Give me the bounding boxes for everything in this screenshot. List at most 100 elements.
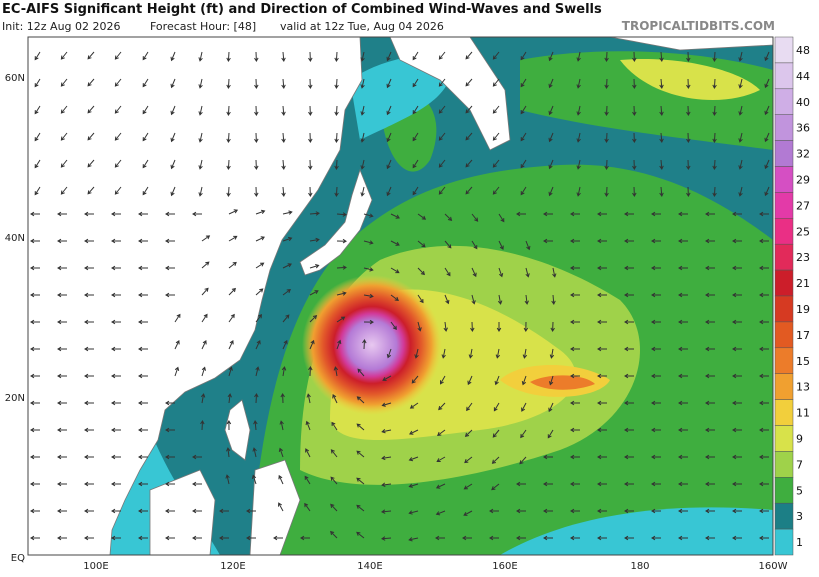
wave-arrow <box>282 314 290 323</box>
wave-arrow <box>570 292 580 298</box>
wave-arrow <box>632 105 637 116</box>
wave-arrow <box>549 348 555 359</box>
lon-label: 160E <box>492 561 517 572</box>
wave-arrow <box>228 235 238 242</box>
wave-arrow <box>192 535 202 541</box>
wave-arrow <box>465 78 473 87</box>
colorbar-swatch <box>774 425 794 452</box>
wave-arrow <box>87 159 95 168</box>
wave-arrow <box>624 238 634 244</box>
wave-arrow <box>686 105 691 116</box>
wave-arrow <box>548 159 554 170</box>
wave-arrow <box>34 51 41 61</box>
wave-arrow <box>624 346 634 352</box>
map-frame <box>27 36 774 556</box>
wave-arrow <box>30 265 40 271</box>
wave-arrow <box>309 315 318 323</box>
lon-label: 140E <box>357 561 382 572</box>
wave-arrow <box>759 508 769 514</box>
wave-arrow <box>228 340 234 350</box>
colorbar-label: 32 <box>796 148 810 161</box>
wave-arrow <box>198 105 203 116</box>
wave-arrow <box>624 292 634 298</box>
wave-arrow <box>356 504 365 512</box>
wave-arrow <box>30 481 40 487</box>
wave-arrow <box>330 449 338 458</box>
wave-arrow <box>60 159 68 168</box>
wave-arrow <box>408 456 419 462</box>
wave-arrow <box>521 375 527 386</box>
colorbar-swatch <box>774 321 794 349</box>
wave-arrow <box>334 78 339 89</box>
wave-arrow <box>495 348 501 359</box>
wave-arrow <box>142 186 149 196</box>
wave-arrow <box>520 51 527 61</box>
wave-arrow <box>390 294 399 301</box>
wave-arrow <box>705 346 715 352</box>
wave-arrow <box>632 186 637 197</box>
wave-arrow <box>604 186 609 197</box>
wave-arrow <box>60 132 68 141</box>
colorbar-label: 48 <box>796 44 810 57</box>
wave-arrow <box>651 292 661 298</box>
wave-arrow <box>390 321 397 330</box>
wave-arrow <box>464 456 473 464</box>
wave-arrow <box>30 373 40 379</box>
wave-arrow <box>363 240 374 245</box>
wave-arrow <box>712 132 717 143</box>
colorbar-swatch <box>774 88 794 115</box>
forecast-hour: Forecast Hour: [48] <box>150 20 256 33</box>
wave-arrow <box>282 263 292 269</box>
title: EC-AIFS Significant Height (ft) and Dire… <box>2 2 602 17</box>
wave-arrow <box>226 159 231 170</box>
wave-arrow <box>705 238 715 244</box>
wave-arrow <box>705 454 715 460</box>
wave-arrow <box>170 186 176 197</box>
wave-arrow <box>192 508 202 514</box>
colorbar-swatch <box>774 477 794 504</box>
wave-arrow <box>651 427 661 433</box>
wave-arrow <box>84 400 94 406</box>
wave-arrow <box>114 105 122 114</box>
wave-arrow <box>759 238 769 244</box>
colorbar-label: 29 <box>796 173 810 186</box>
wave-arrow <box>386 105 392 116</box>
wave-arrow <box>471 294 476 305</box>
wave-arrow <box>254 159 259 170</box>
wave-arrow <box>273 535 283 541</box>
wave-arrow <box>759 481 769 487</box>
wave-arrow <box>759 346 769 352</box>
wave-arrow <box>525 240 531 251</box>
wave-arrow <box>57 535 67 541</box>
wave-arrow <box>548 132 554 143</box>
wave-arrow <box>678 535 688 541</box>
wave-arrow <box>381 482 392 487</box>
wave-arrow <box>651 319 661 325</box>
wave-arrow <box>489 535 499 541</box>
wave-arrow <box>330 476 338 485</box>
colorbar-swatch <box>774 243 794 271</box>
wave-arrow <box>738 132 743 143</box>
wave-arrow <box>165 265 175 271</box>
colorbar-label: 19 <box>796 303 810 316</box>
valid-time: valid at 12z Tue, Aug 04 2026 <box>280 20 444 33</box>
wave-arrow <box>360 78 365 89</box>
wave-arrow <box>651 373 661 379</box>
wave-arrow <box>165 427 175 433</box>
wave-arrow <box>759 265 769 271</box>
wave-arrow <box>497 294 503 305</box>
wave-arrow <box>659 51 664 62</box>
wave-arrow <box>34 132 41 142</box>
wave-arrow <box>576 159 581 170</box>
wave-arrow <box>111 211 121 217</box>
wave-arrow <box>632 132 637 143</box>
wave-arrow <box>597 535 607 541</box>
wave-arrow <box>356 450 365 458</box>
wave-arrow <box>632 159 637 170</box>
wave-arrow <box>142 159 149 169</box>
wave-arrow <box>576 186 581 197</box>
wave-arrow <box>732 373 742 379</box>
wave-arrow <box>255 314 262 323</box>
wave-arrow <box>604 159 609 170</box>
wave-arrow <box>686 159 691 170</box>
